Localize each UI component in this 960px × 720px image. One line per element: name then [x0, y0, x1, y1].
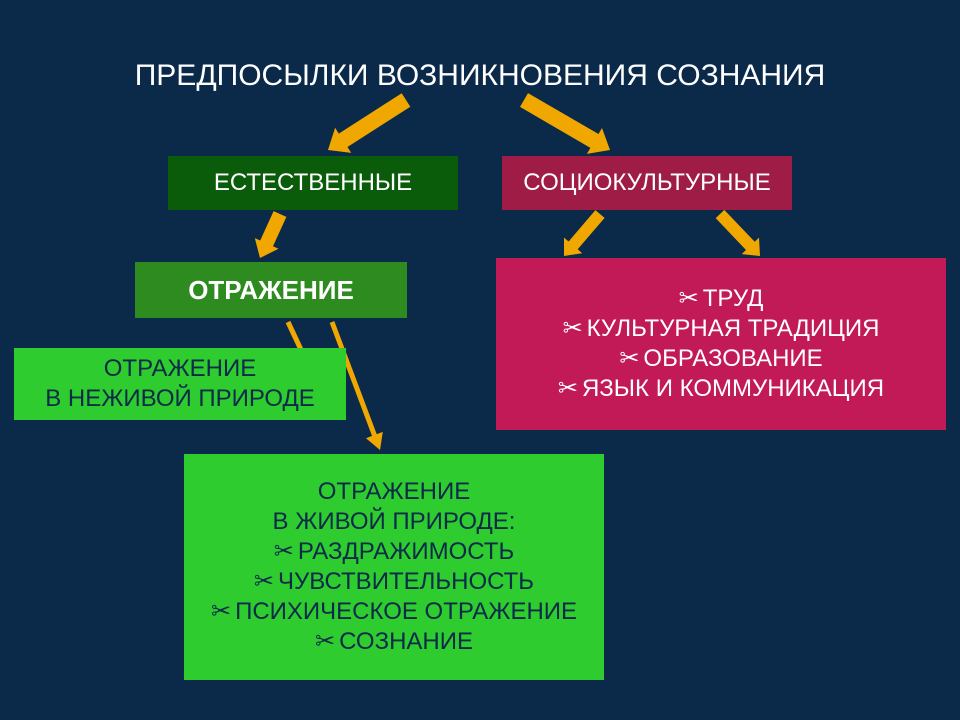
socio-list-item-label: ТРУД — [703, 284, 764, 314]
animate-list-body: ОТРАЖЕНИЕВ ЖИВОЙ ПРИРОДЕ:✂РАЗДРАЖИМОСТЬ✂… — [184, 454, 604, 680]
node-inanimate: ОТРАЖЕНИЕ В НЕЖИВОЙ ПРИРОДЕ — [14, 348, 346, 420]
scissors-icon: ✂ — [563, 317, 583, 341]
socio-list-item-label: ЯЗЫК И КОММУНИКАЦИЯ — [582, 374, 884, 404]
animate-list-item: ✂ЧУВСТВИТЕЛЬНОСТЬ — [254, 567, 534, 597]
animate-list-item: ✂ПСИХИЧЕСКОЕ ОТРАЖЕНИЕ — [211, 597, 577, 627]
node-sociocultural-label: СОЦИОКУЛЬТУРНЫЕ — [523, 168, 770, 198]
scissors-icon: ✂ — [315, 630, 335, 654]
socio-list-body: ✂ТРУД✂КУЛЬТУРНАЯ ТРАДИЦИЯ✂ОБРАЗОВАНИЕ✂ЯЗ… — [496, 258, 946, 430]
scissors-icon: ✂ — [619, 347, 639, 371]
socio-list-item: ✂ОБРАЗОВАНИЕ — [619, 344, 822, 374]
socio-list-item-label: ОБРАЗОВАНИЕ — [643, 344, 822, 374]
scissors-icon: ✂ — [274, 540, 294, 564]
node-reflection-label: ОТРАЖЕНИЕ — [188, 274, 354, 307]
animate-list-item-label: ПСИХИЧЕСКОЕ ОТРАЖЕНИЕ — [235, 597, 577, 627]
animate-header-line: В ЖИВОЙ ПРИРОДЕ: — [273, 507, 516, 537]
animate-list-item: ✂РАЗДРАЖИМОСТЬ — [274, 537, 514, 567]
socio-list-item-label: КУЛЬТУРНАЯ ТРАДИЦИЯ — [587, 314, 880, 344]
scissors-icon: ✂ — [254, 570, 274, 594]
animate-list-item-label: РАЗДРАЖИМОСТЬ — [298, 537, 514, 567]
node-animate-reflection: ОТРАЖЕНИЕВ ЖИВОЙ ПРИРОДЕ:✂РАЗДРАЖИМОСТЬ✂… — [184, 454, 604, 680]
socio-list-item: ✂ЯЗЫК И КОММУНИКАЦИЯ — [558, 374, 884, 404]
scissors-icon: ✂ — [558, 377, 578, 401]
socio-list-item: ✂КУЛЬТУРНАЯ ТРАДИЦИЯ — [563, 314, 880, 344]
node-reflection: ОТРАЖЕНИЕ — [135, 262, 407, 318]
node-sociocultural: СОЦИОКУЛЬТУРНЫЕ — [502, 156, 792, 210]
node-natural: ЕСТЕСТВЕННЫЕ — [168, 156, 458, 210]
animate-header-line: ОТРАЖЕНИЕ — [318, 477, 471, 507]
node-natural-label: ЕСТЕСТВЕННЫЕ — [214, 168, 412, 198]
scissors-icon: ✂ — [211, 600, 231, 624]
diagram-title: ПРЕДПОСЫЛКИ ВОЗНИКНОВЕНИЯ СОЗНАНИЯ — [0, 59, 960, 93]
node-sociocultural-list: ✂ТРУД✂КУЛЬТУРНАЯ ТРАДИЦИЯ✂ОБРАЗОВАНИЕ✂ЯЗ… — [496, 258, 946, 430]
socio-list-item: ✂ТРУД — [679, 284, 764, 314]
scissors-icon: ✂ — [679, 287, 699, 311]
animate-list-item-label: СОЗНАНИЕ — [339, 627, 473, 657]
animate-list-item: ✂СОЗНАНИЕ — [315, 627, 473, 657]
node-inanimate-label: ОТРАЖЕНИЕ В НЕЖИВОЙ ПРИРОДЕ — [45, 354, 315, 414]
animate-list-item-label: ЧУВСТВИТЕЛЬНОСТЬ — [278, 567, 534, 597]
